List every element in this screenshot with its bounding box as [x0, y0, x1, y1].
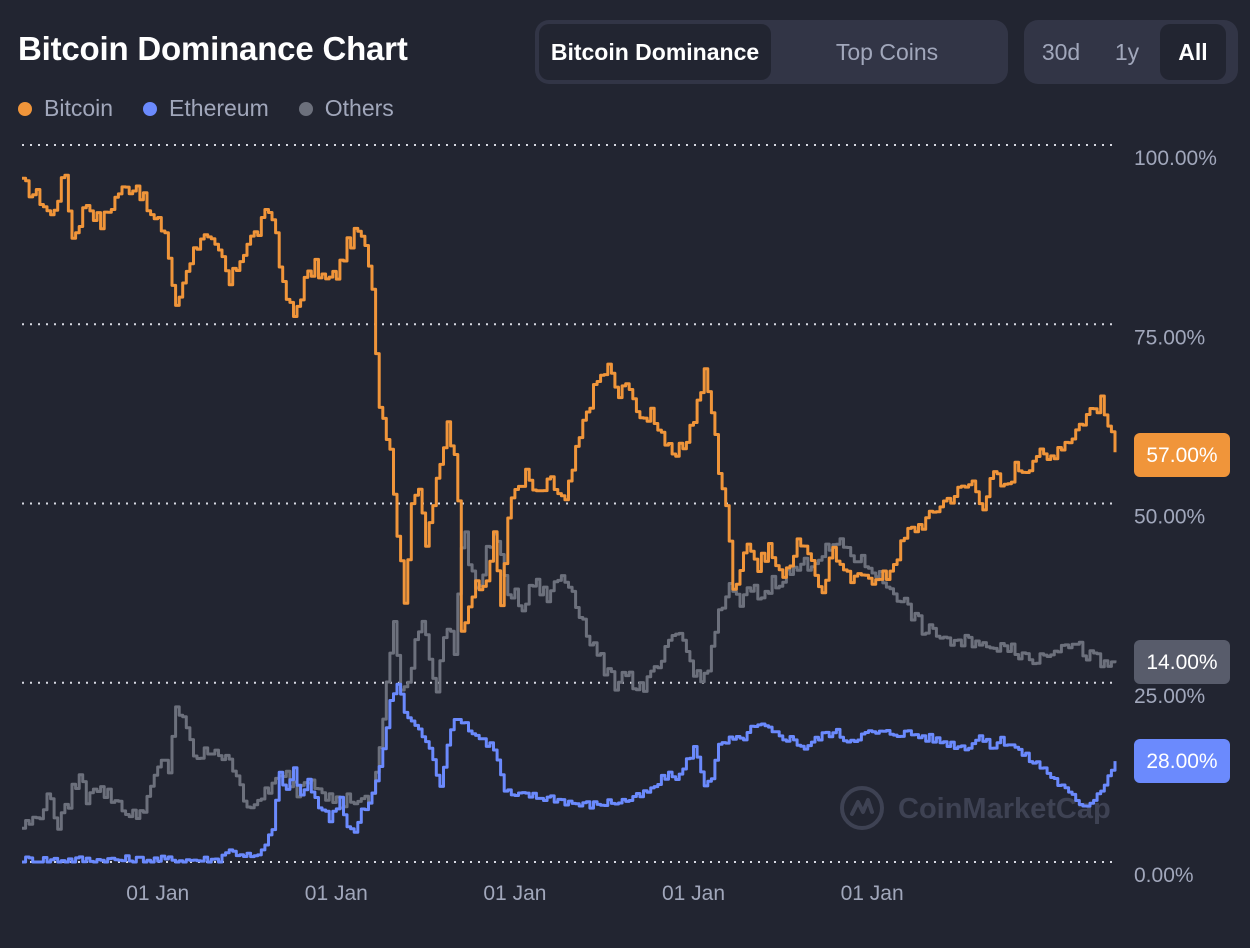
badge-background	[1134, 433, 1230, 477]
y-tick-label: 75.00%	[1134, 326, 1205, 349]
range-30d-button[interactable]: 30d	[1041, 38, 1081, 65]
y-tick-label: 50.00%	[1134, 506, 1205, 529]
range-selector: 30d 1y All	[1024, 20, 1238, 84]
x-tick-label: 01 Jan	[126, 882, 189, 905]
legend-label: Ethereum	[169, 95, 269, 121]
legend-item-ethereum[interactable]: Ethereum	[143, 95, 269, 122]
badge-bitcoin: 57.00%	[1134, 433, 1230, 477]
y-tick-label: 25.00%	[1134, 685, 1205, 708]
badge-background	[1134, 640, 1230, 684]
range-1y-button[interactable]: 1y	[1114, 38, 1140, 65]
coinmarketcap-logo-icon	[840, 786, 884, 830]
series-lines	[22, 173, 1117, 864]
legend: Bitcoin Ethereum Others	[18, 95, 394, 122]
view-tabs: Bitcoin Dominance Top Coins	[535, 20, 1008, 84]
y-axis-ticks: 0.00% 25.00% 50.00% 75.00% 100.00%	[1134, 147, 1217, 887]
series-line-others	[22, 530, 1117, 831]
current-value-badges: 57.00% 14.00% 28.00%	[1134, 433, 1230, 783]
bitcoin-dot-icon	[18, 101, 32, 116]
watermark: CoinMarketCap	[840, 786, 1111, 830]
x-tick-label: 01 Jan	[483, 882, 546, 905]
range-all-button[interactable]: All	[1160, 24, 1226, 80]
y-tick-label: 100.00%	[1134, 147, 1217, 170]
badge-ethereum: 28.00%	[1134, 739, 1230, 783]
ethereum-dot-icon	[143, 101, 158, 116]
x-axis-ticks: 01 Jan 01 Jan 01 Jan 01 Jan 01 Jan	[126, 882, 903, 905]
badge-value: 57.00%	[1146, 444, 1217, 467]
x-tick-label: 01 Jan	[305, 882, 368, 905]
tab-bitcoin-dominance[interactable]: Bitcoin Dominance	[539, 24, 771, 80]
legend-item-bitcoin[interactable]: Bitcoin	[18, 95, 113, 122]
badge-others: 14.00%	[1134, 640, 1230, 684]
legend-label: Others	[324, 95, 394, 121]
tab-top-coins[interactable]: Top Coins	[835, 38, 939, 65]
badge-value: 14.00%	[1146, 651, 1217, 674]
legend-item-others[interactable]: Others	[298, 95, 394, 122]
x-tick-label: 01 Jan	[841, 882, 904, 905]
series-line-ethereum	[22, 682, 1117, 864]
badge-value: 28.00%	[1146, 750, 1217, 773]
x-tick-label: 01 Jan	[662, 882, 725, 905]
badge-background	[1134, 739, 1230, 783]
page-title: Bitcoin Dominance Chart	[18, 30, 408, 67]
legend-label: Bitcoin	[44, 95, 114, 121]
series-line-bitcoin	[22, 173, 1117, 633]
others-dot-icon	[298, 101, 313, 116]
watermark-text: CoinMarketCap	[898, 793, 1111, 825]
y-tick-label: 0.00%	[1134, 864, 1194, 887]
